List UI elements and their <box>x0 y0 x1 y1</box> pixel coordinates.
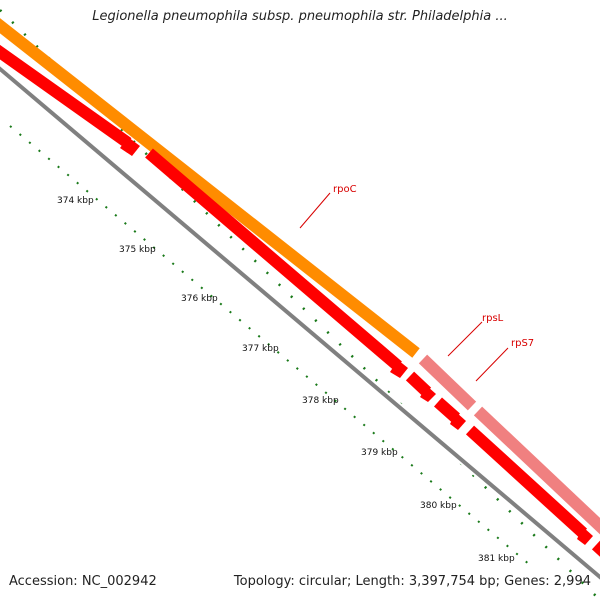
kbp-label: 375 kbp <box>119 245 156 255</box>
gene-label-rpsG[interactable]: rpS7 <box>511 338 534 349</box>
rpsG-cds-arrow <box>434 397 460 423</box>
cds-arrow-head <box>390 360 408 378</box>
gene-label-rpsL[interactable]: rpsL <box>482 313 504 324</box>
rpoC-connector <box>299 192 331 229</box>
kbp-label: 377 kbp <box>242 344 279 354</box>
gene-label-rpoC[interactable]: rpoC <box>333 184 357 195</box>
label-connectors <box>299 192 509 382</box>
kbp-label: 380 kbp <box>420 501 457 511</box>
cds-arrow <box>465 425 588 538</box>
genome-summary-text: Topology: circular; Length: 3,397,754 bp… <box>233 574 591 589</box>
rpoC-cds-arrow <box>145 148 402 371</box>
rpoC-feature-band <box>0 18 420 358</box>
rpsL-connector <box>447 321 483 357</box>
kbp-label: 378 kbp <box>302 396 339 406</box>
backbone-line <box>0 66 600 580</box>
cds-track <box>0 44 600 557</box>
kbp-label: 376 kbp <box>181 294 218 304</box>
feature-track <box>0 18 600 535</box>
rpsL-feature-band <box>418 354 477 411</box>
kbp-label: 374 kbp <box>57 196 94 206</box>
backbone-track <box>0 63 600 583</box>
cds-arrow-head <box>420 386 436 402</box>
inner-tick-ring <box>9 125 531 566</box>
rpsL-cds-arrow <box>405 371 432 397</box>
rpsG-feature-band <box>473 406 600 535</box>
cds-arrow <box>591 540 600 557</box>
cds-arrow-head <box>120 137 140 156</box>
genome-title: Legionella pneumophila subsp. pneumophil… <box>92 9 508 24</box>
rpsG-connector <box>475 347 509 382</box>
accession-text: Accession: NC_002942 <box>9 574 157 589</box>
rpoC-cds-line <box>0 44 132 148</box>
kbp-label: 381 kbp <box>478 554 515 564</box>
cds-arrow-head <box>577 527 593 545</box>
cds-arrow-head <box>450 412 466 430</box>
kbp-label: 379 kbp <box>361 448 398 458</box>
